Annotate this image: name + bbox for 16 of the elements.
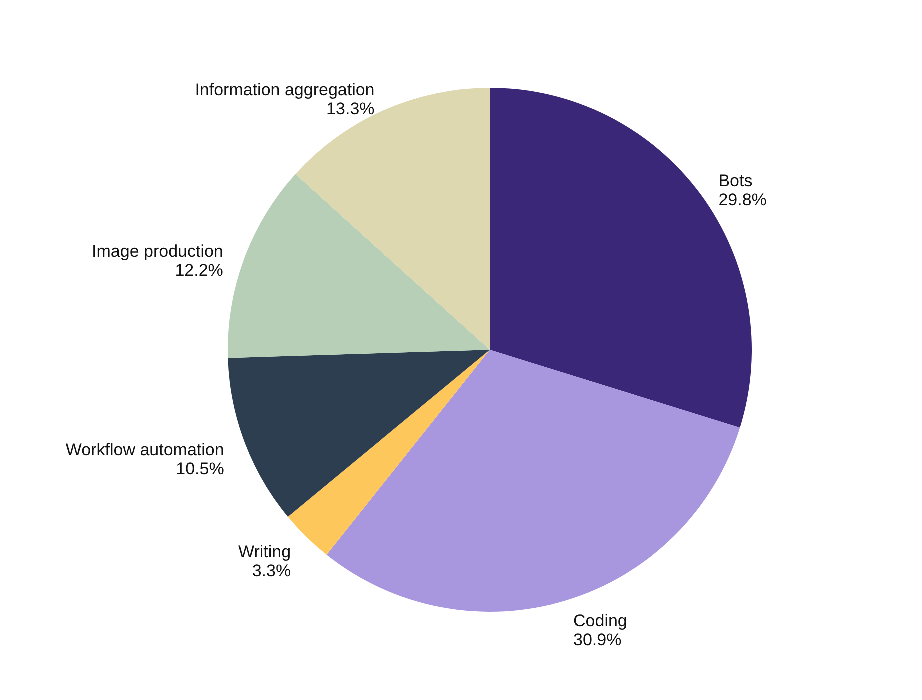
pie-slice bbox=[288, 350, 490, 555]
pie-slice bbox=[228, 350, 490, 518]
slice-label: Information aggregation bbox=[195, 80, 375, 100]
data-label: 3.3% bbox=[252, 562, 292, 581]
slice-label: Bots bbox=[718, 172, 753, 191]
slice-label: Workflow automation bbox=[66, 440, 224, 460]
slice-label: Coding bbox=[574, 611, 628, 630]
slice-label: Image production bbox=[92, 242, 224, 262]
data-label: 12.2% bbox=[175, 261, 224, 280]
slice-label: Writing bbox=[238, 542, 292, 562]
data-label: 10.5% bbox=[176, 459, 224, 478]
data-label: 30.9% bbox=[574, 630, 622, 650]
pie-slice bbox=[326, 350, 740, 612]
pie-slice bbox=[228, 174, 490, 358]
data-label: 13.3% bbox=[326, 99, 375, 118]
data-label: 29.8% bbox=[718, 190, 767, 210]
